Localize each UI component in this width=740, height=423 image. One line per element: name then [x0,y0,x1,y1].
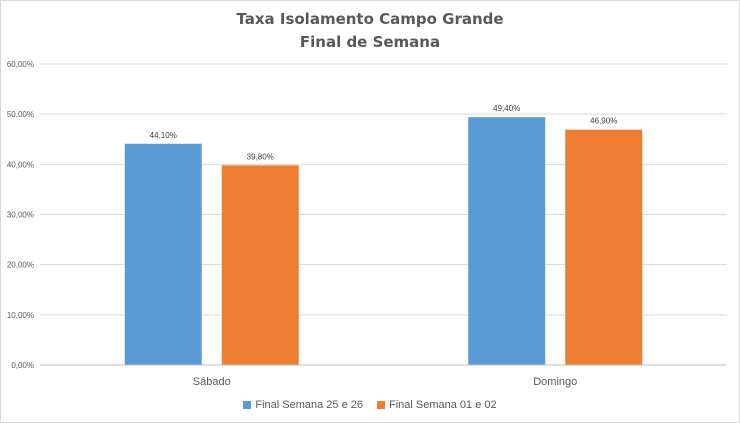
y-tick-label: 20,00% [7,261,34,270]
chart-title: Taxa Isolamento Campo Grande [236,10,504,28]
x-tick-label: Sábado [193,376,231,388]
y-tick-label: 30,00% [7,211,34,220]
y-tick-label: 50,00% [7,110,34,119]
bar [565,129,643,365]
y-tick-label: 60,00% [7,60,34,69]
y-tick-label: 40,00% [7,160,34,169]
data-label: 44,10% [150,131,177,140]
legend-item-series-2: Final Semana 01 e 02 [377,399,497,411]
y-tick-label: 0,00% [11,361,34,370]
y-tick-label: 10,00% [7,311,34,320]
data-label: 46,90% [590,117,617,126]
legend-item-series-1: Final Semana 25 e 26 [243,399,363,411]
x-tick-label: Domingo [533,376,577,388]
bar [468,117,546,365]
legend-swatch-series-1 [243,401,252,409]
legend-label-series-1: Final Semana 25 e 26 [255,399,363,411]
legend-label-series-2: Final Semana 01 e 02 [389,399,497,411]
legend-swatch-series-2 [377,401,385,409]
bar [124,143,202,365]
data-label: 49,40% [493,104,520,113]
bar [221,165,299,365]
data-label: 39,80% [247,152,274,161]
legend: Final Semana 25 e 26 Final Semana 01 e 0… [0,399,740,411]
chart-subtitle: Final de Semana [299,33,441,51]
